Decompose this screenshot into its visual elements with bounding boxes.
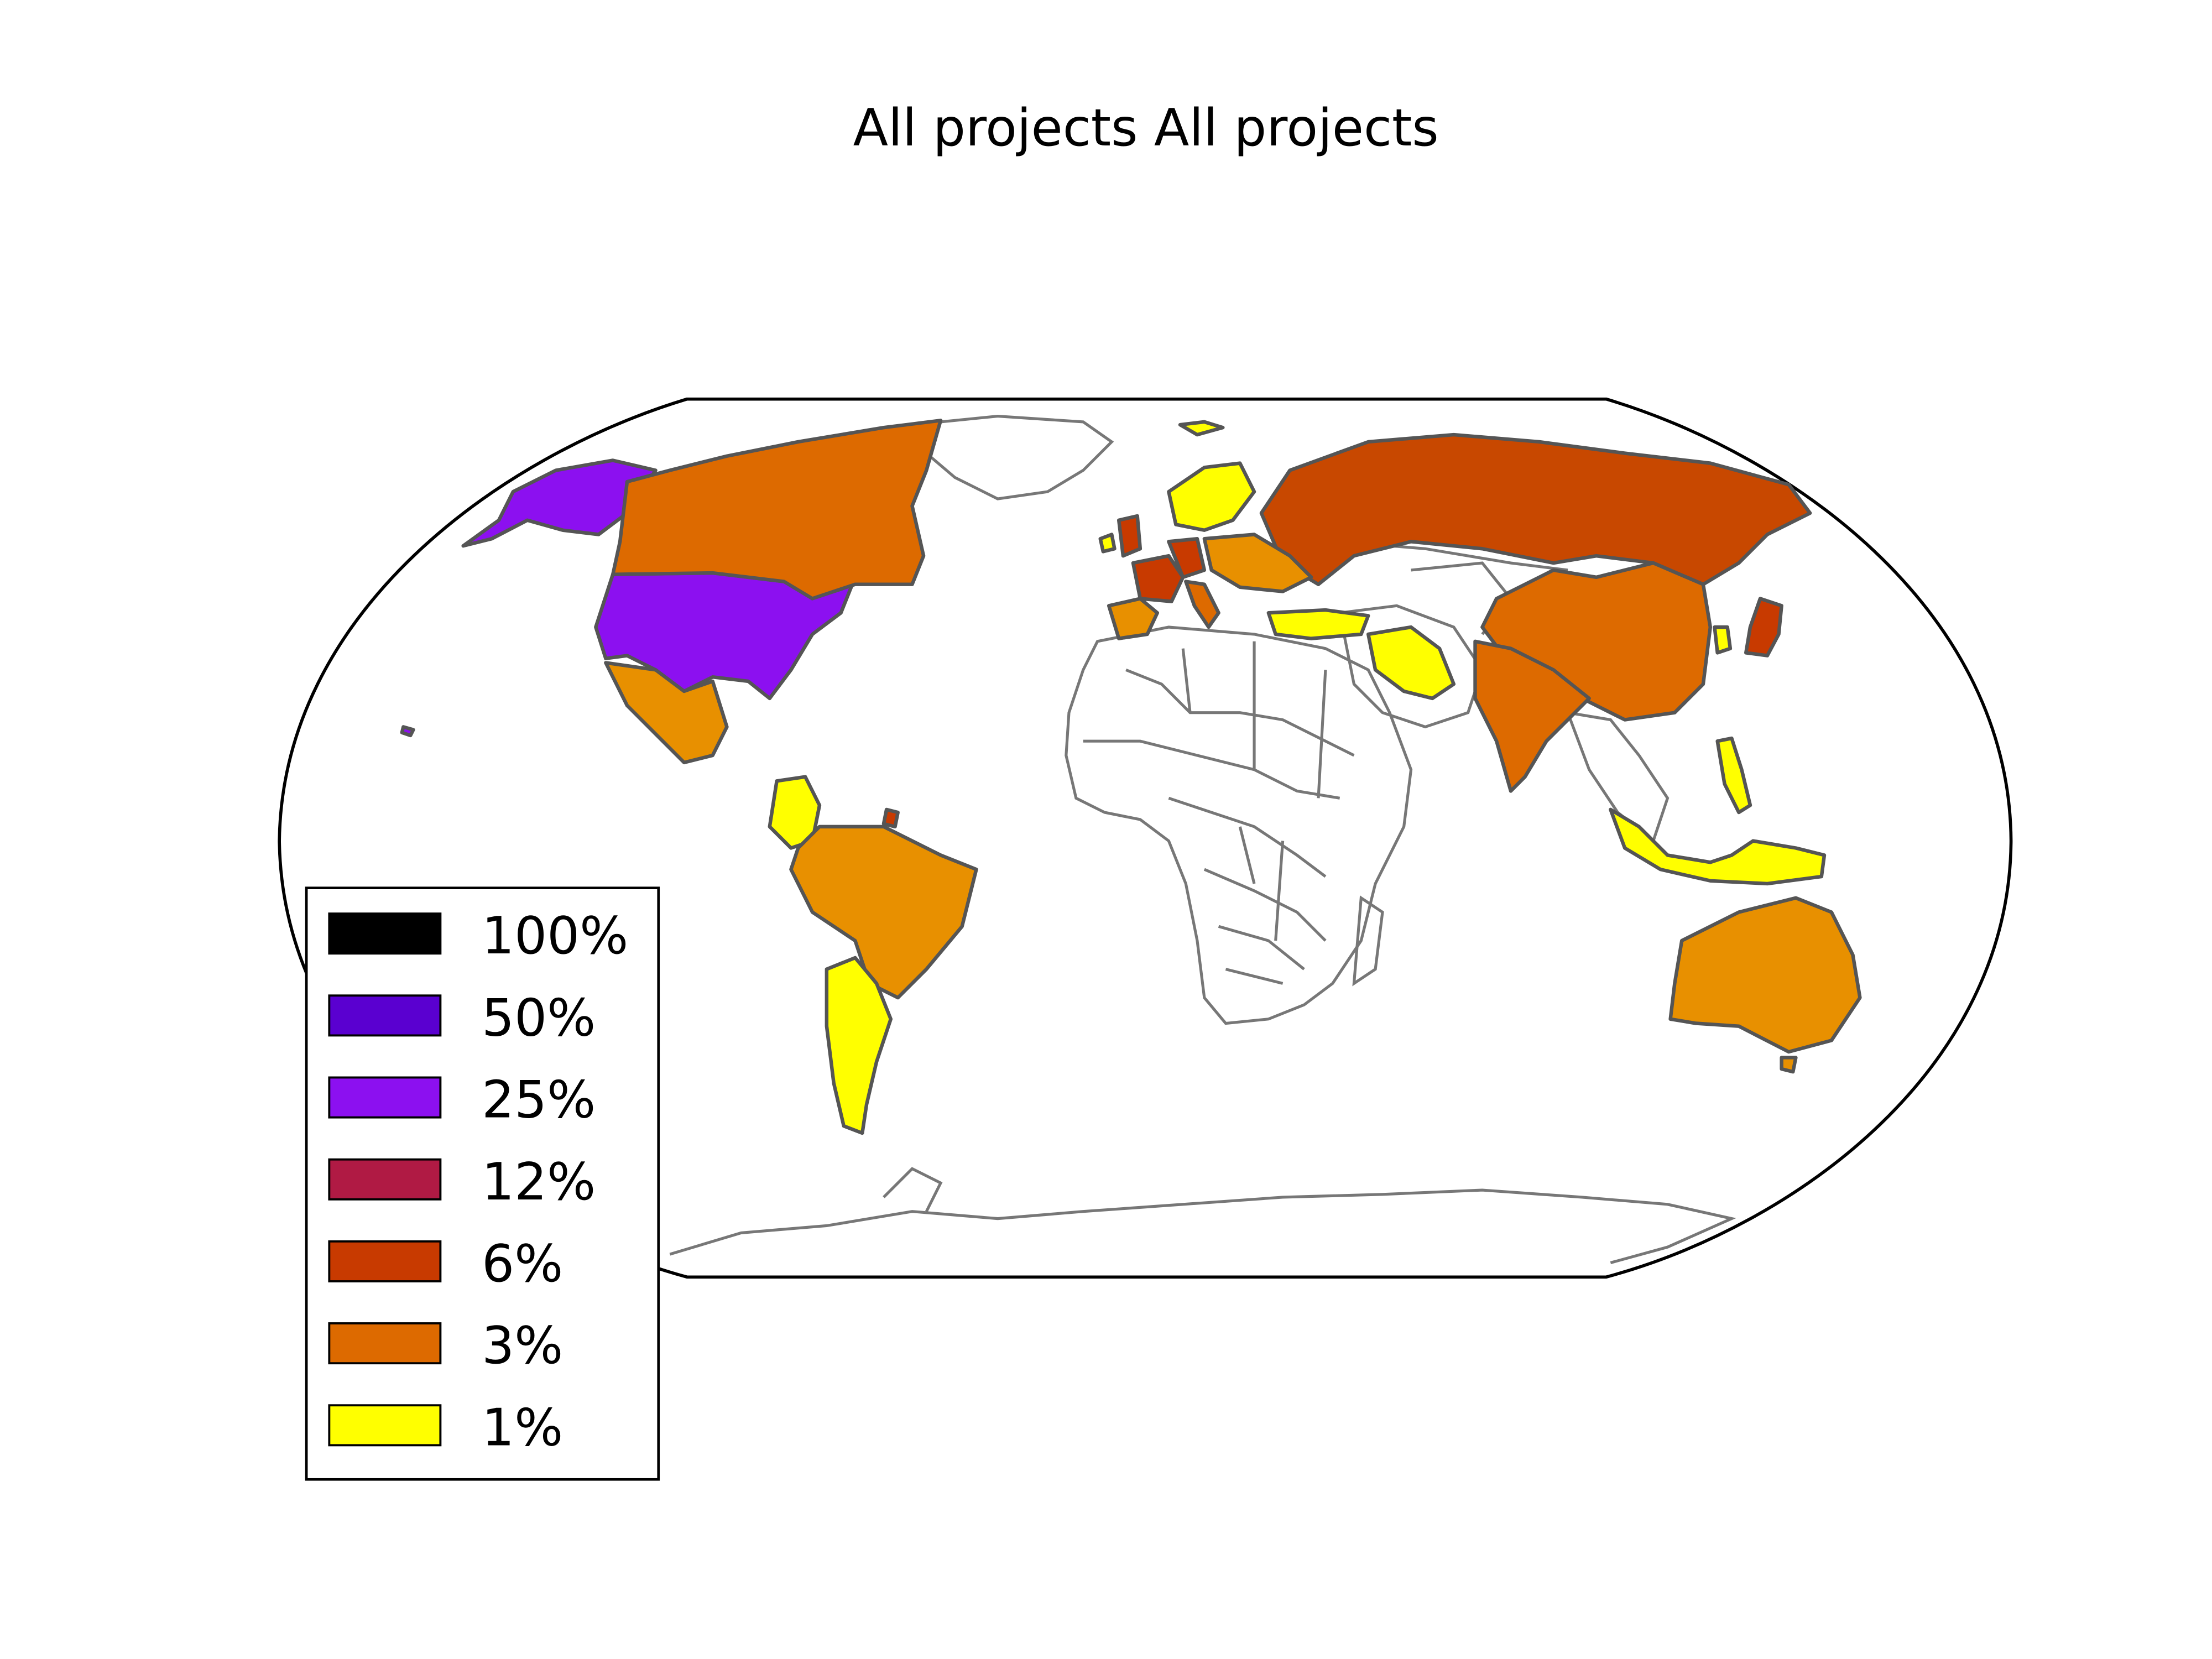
region-france [1131,554,1185,603]
region-eastern-europe [1202,533,1313,593]
legend: 100% 50% 25% 12% 6% 3% 1% [305,886,660,1481]
region-suriname [881,807,900,829]
legend-swatch [328,994,442,1037]
region-tasmania [1780,1056,1798,1074]
region-indonesia [1609,807,1827,886]
region-alaska [461,458,658,548]
legend-swatch [328,1322,442,1365]
region-spain [1107,597,1160,640]
legend-swatch [328,1158,442,1201]
region-mexico [604,661,729,765]
africa-region [1065,625,1413,1025]
region-italy [1184,580,1220,629]
legend-label: 100% [482,906,628,966]
region-scandinavia [1167,461,1256,532]
region-philippines [1715,736,1752,815]
region-iceland [1098,533,1117,554]
region-uk [1117,514,1142,558]
legend-label: 6% [482,1234,563,1293]
legend-swatch [328,1240,442,1282]
legend-swatch [328,1076,442,1119]
region-japan [1744,597,1783,658]
region-iran [1366,625,1456,701]
region-australia [1668,896,1862,1054]
legend-swatch [328,912,442,955]
legend-label: 25% [482,1070,596,1130]
region-canada [611,419,943,601]
region-svalbard [1178,420,1225,437]
region-india [1473,639,1591,793]
legend-label: 50% [482,988,596,1047]
region-argentina [825,956,893,1135]
region-hawaii [400,725,415,738]
greenland [910,414,1114,500]
map-title: All projects All projects [853,98,1439,158]
antarctica [669,1188,1736,1264]
region-korea [1713,625,1733,655]
region-germany [1167,537,1207,580]
region-turkey [1266,608,1370,640]
legend-label: 3% [482,1316,563,1375]
legend-label: 1% [482,1397,563,1457]
legend-label: 12% [482,1152,596,1212]
region-brazil [789,825,978,1000]
legend-swatch [328,1404,442,1447]
